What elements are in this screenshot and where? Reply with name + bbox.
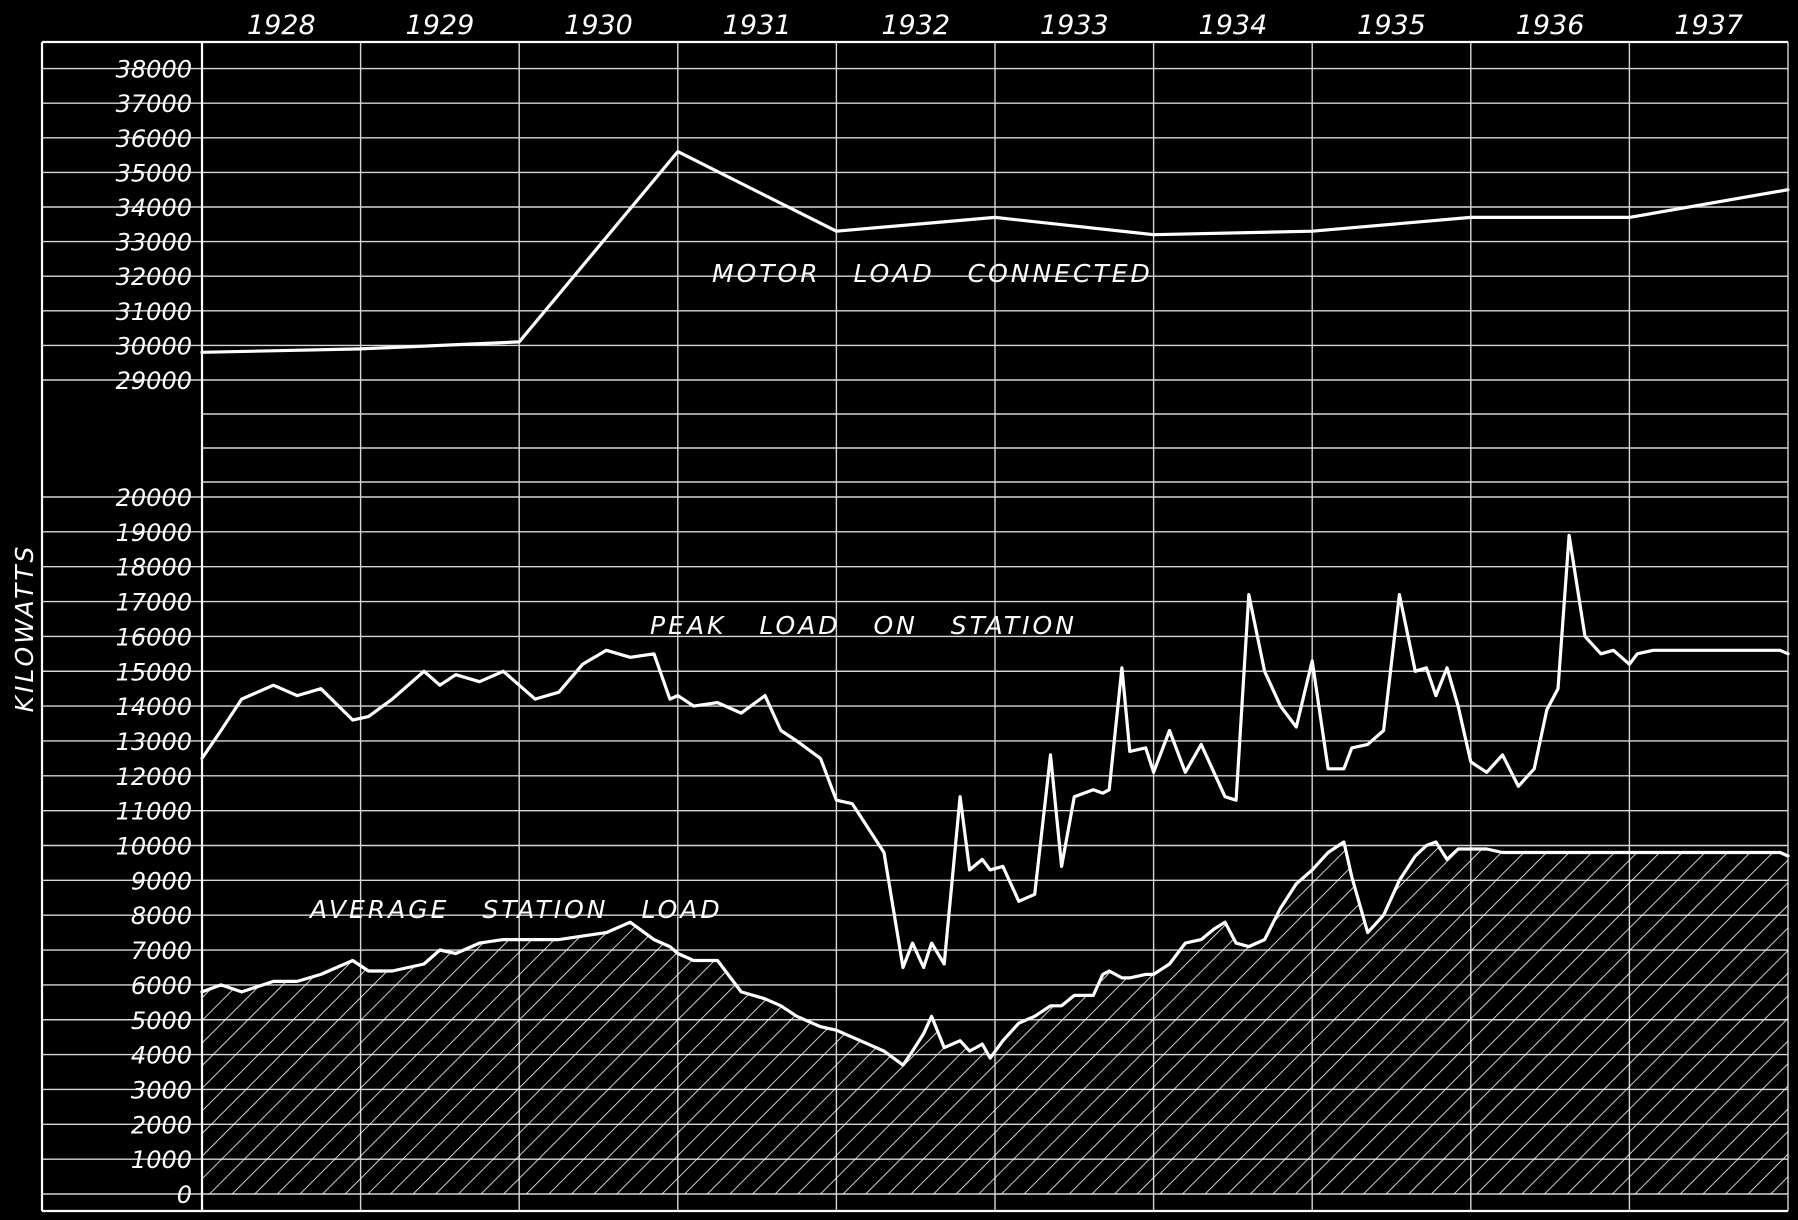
y-tick-label: 38000 (116, 56, 192, 84)
y-tick-label: 29000 (116, 367, 192, 395)
y-tick-label: 31000 (116, 298, 192, 326)
x-tick-label: 1931 (723, 10, 792, 41)
y-tick-label: 0 (177, 1181, 192, 1209)
y-tick-label: 30000 (116, 332, 192, 360)
y-tick-label: 4000 (131, 1042, 192, 1070)
y-tick-label: 20000 (116, 484, 192, 512)
x-tick-label: 1933 (1040, 10, 1109, 41)
motor-load-line (200, 150, 1790, 354)
x-tick-label: 1936 (1516, 10, 1585, 41)
y-tick-label: 9000 (131, 867, 192, 895)
y-tick-label: 18000 (116, 554, 192, 582)
y-tick-label: 2000 (131, 1111, 192, 1139)
y-tick-label: 17000 (116, 589, 192, 617)
x-tick-label: 1935 (1357, 10, 1426, 41)
x-tick-label: 1930 (564, 10, 633, 41)
area-layer (202, 842, 1788, 1194)
y-tick-label: 10000 (116, 833, 192, 861)
x-tick-label: 1932 (881, 10, 950, 41)
series-layer (200, 150, 1790, 1067)
y-tick-label: 13000 (116, 728, 192, 756)
y-tick-label: 36000 (116, 125, 192, 153)
y-tick-label: 5000 (131, 1007, 192, 1035)
y-tick-label: 37000 (116, 90, 192, 118)
x-tick-label: 1934 (1199, 10, 1268, 41)
motor-load-label: MOTOR LOAD CONNECTED (712, 259, 1153, 288)
y-tick-label: 7000 (131, 937, 192, 965)
average-load-line (200, 840, 1790, 1067)
y-tick-label: 14000 (116, 693, 192, 721)
x-tick-label: 1937 (1674, 10, 1743, 41)
y-tick-label: 16000 (116, 623, 192, 651)
y-tick-label: 6000 (131, 972, 192, 1000)
text-layer: 0 1000 2000 3000 4000 5000 6000 7000 8000 9000 100… (10, 10, 1743, 1209)
y-tick-label: 3000 (131, 1076, 192, 1104)
y-tick-label: 35000 (116, 159, 192, 187)
y-tick-label: 11000 (116, 798, 192, 826)
y-tick-label: 15000 (116, 658, 192, 686)
y-tick-label: 1000 (131, 1146, 192, 1174)
x-tick-label: 1928 (247, 10, 316, 41)
y-tick-label: 19000 (116, 519, 192, 547)
peak-load-line (200, 533, 1790, 970)
y-tick-label: 33000 (116, 229, 192, 257)
y-tick-label: 32000 (116, 263, 192, 291)
y-axis-label: KILOWATTS (10, 544, 39, 713)
y-tick-label: 34000 (116, 194, 192, 222)
average-load-label: AVERAGE STATION LOAD (308, 895, 723, 924)
frame-layer (40, 40, 1788, 1213)
average-load-hatch (202, 842, 1788, 1194)
peak-load-label: PEAK LOAD ON STATION (650, 611, 1077, 640)
x-tick-label: 1929 (406, 10, 475, 41)
y-tick-label: 8000 (131, 902, 192, 930)
y-tick-label: 12000 (116, 763, 192, 791)
